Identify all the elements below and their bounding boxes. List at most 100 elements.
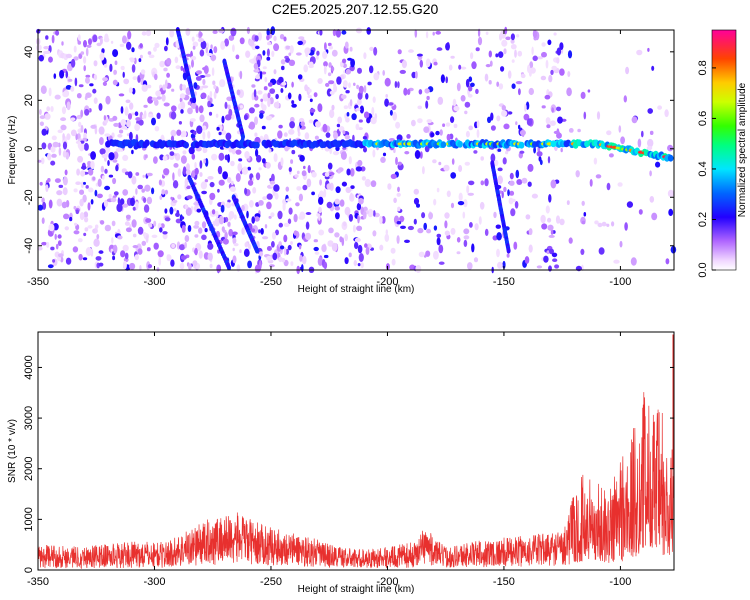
spectrogram-cell xyxy=(135,117,141,121)
spectrogram-cell xyxy=(382,152,387,157)
spectrogram-cell xyxy=(587,89,591,93)
spectrogram-cell xyxy=(221,226,225,232)
spectrogram-cell xyxy=(247,179,254,186)
spectrogram-cell xyxy=(335,186,341,194)
spectrogram-cell xyxy=(316,50,320,56)
spectrogram-frame xyxy=(37,29,675,271)
spectrogram-cell xyxy=(239,37,245,45)
spectrogram-cell xyxy=(185,168,191,176)
spectrogram-cell xyxy=(252,187,257,194)
spectrogram-cell xyxy=(215,210,219,218)
spectrogram-cell xyxy=(372,149,376,158)
spectrogram-cell xyxy=(480,156,485,161)
spectrogram-cell xyxy=(294,174,299,178)
spectrogram-cell xyxy=(348,156,352,165)
spectrogram-cell xyxy=(70,129,77,137)
spectrogram-cell xyxy=(536,151,543,157)
spectrogram-cell xyxy=(287,92,292,100)
spectrogram-cell xyxy=(73,56,79,61)
spectrogram-cell xyxy=(188,263,192,270)
snr-y-tick-label: 0 xyxy=(23,567,35,573)
spectrogram-cell xyxy=(468,76,473,82)
spectrogram-cell xyxy=(95,256,102,261)
spectrogram-cell xyxy=(268,215,272,219)
spectrogram-cell xyxy=(307,165,311,174)
spectrogram-cell xyxy=(413,218,417,225)
spectrogram-cell xyxy=(408,49,414,53)
spectrogram-cell xyxy=(508,197,514,205)
spectrogram-y-tick-label: -20 xyxy=(23,189,35,205)
spectrogram-cell xyxy=(143,104,148,108)
spectrogram-cell xyxy=(528,244,533,253)
spectrogram-cell xyxy=(581,220,586,225)
spectrogram-cell xyxy=(322,50,328,60)
spectrogram-cell xyxy=(194,247,198,256)
spectrogram-cell xyxy=(541,51,547,58)
spectrogram-cell xyxy=(172,180,179,189)
spectrogram-cell xyxy=(99,220,105,225)
spectrogram-cell xyxy=(444,220,448,229)
spectrogram-cell xyxy=(630,257,637,266)
spectrogram-cell xyxy=(362,210,367,220)
spectrogram-cell xyxy=(119,129,124,134)
spectrogram-cell xyxy=(331,242,338,252)
spectrogram-cell xyxy=(397,161,402,166)
spectrogram-cell xyxy=(267,41,272,46)
spectrogram-cell xyxy=(340,151,347,160)
colorbar-tick-label: 0.8 xyxy=(697,60,709,75)
spectrogram-cell xyxy=(283,36,287,42)
spectrogram-cell xyxy=(213,84,217,90)
colorbar-frame xyxy=(711,29,737,271)
spectrogram-cell xyxy=(93,97,98,104)
spectrogram-cell xyxy=(566,87,572,97)
spectrogram-cell xyxy=(146,172,153,177)
spectrogram-cell xyxy=(297,125,300,133)
spectrogram-cell xyxy=(467,262,473,270)
spectrogram-cell xyxy=(490,125,496,131)
spectrogram-cell xyxy=(342,130,346,135)
spectrogram-cell xyxy=(421,212,426,219)
spectrogram-cell xyxy=(580,91,586,99)
spectrogram-cell xyxy=(151,97,158,102)
spectrogram-cell xyxy=(77,238,83,243)
spectrogram-cell xyxy=(58,184,64,188)
spectrogram-cell xyxy=(248,121,256,130)
spectrogram-cell xyxy=(113,69,117,75)
spectrogram-cell xyxy=(156,267,160,272)
spectrogram-cell xyxy=(76,168,80,176)
spectrogram-cell xyxy=(273,101,280,109)
spectrogram-cell xyxy=(313,246,319,252)
spectrogram-cell xyxy=(62,150,67,158)
spectrogram-cell xyxy=(98,262,104,267)
spectrogram-cell xyxy=(38,54,44,62)
spectrogram-cell xyxy=(348,214,353,222)
spectrogram-cell xyxy=(47,178,51,183)
spectrogram-cell xyxy=(467,192,474,196)
spectrogram-cell xyxy=(202,147,208,153)
spectrogram-cell xyxy=(465,78,470,88)
spectrogram-cell xyxy=(139,43,143,49)
spectrogram-cell xyxy=(204,73,211,78)
spectrogram-cell xyxy=(438,261,445,265)
spectrogram-cell xyxy=(271,173,275,183)
spectrogram-cell xyxy=(259,70,263,80)
spectrogram-cell xyxy=(151,117,156,126)
spectrogram-cell xyxy=(265,162,271,169)
spectrogram-cell xyxy=(509,190,515,196)
spectrogram-cell xyxy=(495,53,499,58)
spectrogram-cell xyxy=(264,76,268,83)
spectrogram-cell xyxy=(146,196,153,205)
spectrogram-cell xyxy=(44,113,51,120)
spectrogram-cell xyxy=(55,243,59,250)
spectrogram-cell xyxy=(78,84,84,88)
spectrogram-cell xyxy=(419,59,423,68)
spectrogram-cell xyxy=(354,237,361,243)
spectrogram-cell xyxy=(358,85,364,94)
spectrogram-cell xyxy=(583,111,587,120)
spectrogram-cell xyxy=(266,255,272,261)
spectrogram-cell xyxy=(373,210,376,217)
spectrogram-cell xyxy=(191,137,196,141)
spectrogram-cell xyxy=(426,228,432,234)
spectrogram-cell xyxy=(223,217,226,224)
spectrogram-cell xyxy=(269,180,276,185)
